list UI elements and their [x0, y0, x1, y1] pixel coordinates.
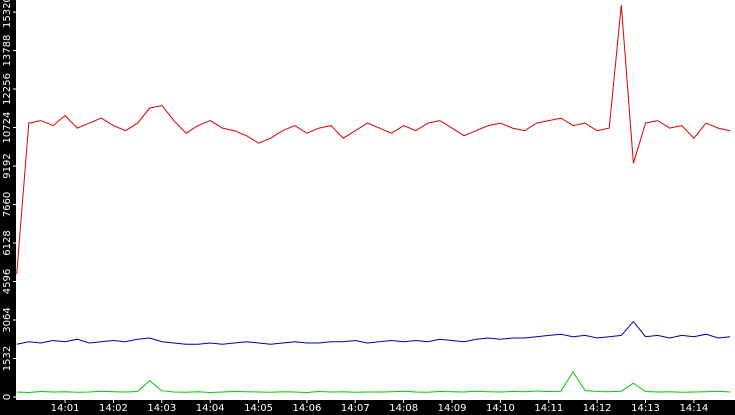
x-tick-label: 14:10: [486, 403, 515, 414]
x-tick-label: 14:09: [438, 403, 467, 414]
y-tick-label: 1532: [2, 346, 13, 371]
x-tick-label: 14:05: [244, 403, 273, 414]
y-tick-label: 6128: [2, 230, 13, 255]
series-line: [16, 320, 731, 345]
x-tick-label: 14:04: [196, 403, 225, 414]
x-tick-label: 14:02: [99, 403, 128, 414]
series-line: [16, 4, 731, 274]
y-tick-label: 12256: [2, 73, 13, 105]
y-tick-label: 3064: [2, 307, 13, 332]
x-axis-bar: [0, 400, 735, 415]
y-tick-label: 4596: [2, 269, 13, 294]
y-tick-label: 7660: [2, 192, 13, 217]
y-tick-label: 0: [2, 394, 13, 400]
y-tick-label: 15320: [2, 0, 13, 28]
x-tick-label: 14:01: [51, 403, 80, 414]
series-line: [16, 370, 731, 394]
x-tick-label: 14:03: [147, 403, 176, 414]
x-tick-label: 14:06: [293, 403, 322, 414]
y-tick-label: 13788: [2, 35, 13, 67]
y-tick-label: 10724: [2, 112, 13, 144]
x-tick-label: 14:08: [389, 403, 418, 414]
x-tick-label: 14:14: [679, 403, 708, 414]
x-tick-label: 14:11: [534, 403, 563, 414]
y-tick-label: 9192: [2, 153, 13, 178]
x-tick-label: 14:07: [341, 403, 370, 414]
y-axis-bar: [0, 0, 16, 415]
x-tick-label: 14:13: [631, 403, 660, 414]
x-tick-label: 14:12: [583, 403, 612, 414]
